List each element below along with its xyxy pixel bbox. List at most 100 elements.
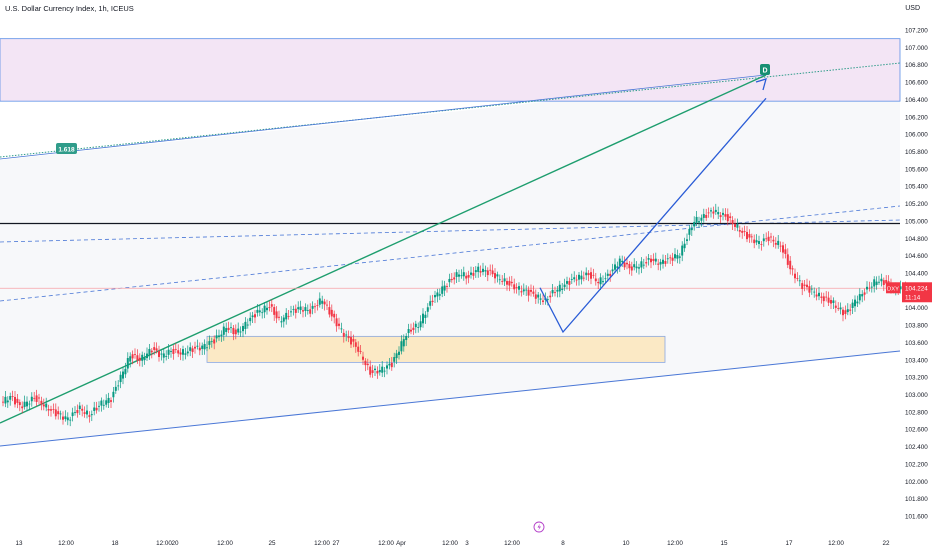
candle-body	[52, 409, 55, 410]
candle-body	[532, 291, 535, 294]
y-tick-label: 102.800	[905, 409, 928, 416]
candle-body	[854, 299, 856, 307]
y-tick-label: 106.000	[905, 132, 928, 139]
candle-body	[899, 286, 902, 290]
candle-body	[66, 417, 69, 421]
candle-body	[455, 272, 458, 277]
candle-body	[294, 308, 297, 313]
candle-body	[722, 212, 724, 215]
candle-body	[765, 238, 768, 240]
candle-body	[230, 327, 232, 329]
candle-body	[165, 356, 168, 357]
candle-body	[554, 292, 556, 294]
candle-body	[258, 310, 261, 313]
y-tick-label: 103.000	[905, 392, 928, 399]
candle-body	[148, 348, 151, 355]
price-symbol-badge	[886, 282, 900, 294]
candle-body	[698, 221, 700, 223]
candle-body	[882, 280, 885, 285]
candle-body	[402, 339, 405, 347]
candle-body	[354, 342, 357, 347]
candle-body	[738, 229, 741, 232]
candle-body	[450, 279, 453, 281]
candle-body	[616, 266, 619, 269]
candle-body	[470, 272, 472, 275]
candle-body	[654, 258, 657, 262]
y-tick-label: 106.200	[905, 114, 928, 121]
candle-body	[582, 277, 585, 279]
candle-body	[501, 281, 504, 282]
candle-body	[282, 317, 285, 322]
y-tick-label: 106.400	[905, 97, 928, 104]
candle-body	[395, 353, 398, 359]
candle-body	[825, 296, 828, 298]
candle-body	[599, 277, 602, 285]
candle-body	[774, 242, 777, 245]
y-tick-label: 105.600	[905, 166, 928, 173]
candle-body	[885, 279, 888, 284]
candle-body	[117, 385, 120, 387]
candle-body	[93, 407, 96, 411]
current-price-value: 104.224	[905, 285, 928, 292]
candle-body	[359, 351, 362, 352]
candle-body	[369, 366, 372, 375]
candle-body	[690, 228, 693, 231]
candle-body	[102, 404, 105, 406]
candle-body	[184, 353, 187, 355]
candle-body	[119, 374, 122, 383]
candle-body	[256, 309, 259, 313]
candle-body	[839, 307, 842, 310]
candle-body	[479, 271, 482, 273]
candle-body	[220, 334, 223, 337]
candle-body	[537, 294, 540, 298]
candle-body	[441, 286, 444, 294]
candle-body	[218, 335, 220, 338]
candle-body	[868, 287, 871, 289]
candle-body	[424, 314, 427, 318]
candle-body	[866, 286, 868, 290]
x-tick-label: 12:00	[378, 540, 394, 547]
candle-body	[419, 321, 422, 328]
candle-body	[417, 327, 420, 328]
target-zone	[0, 38, 901, 102]
candle-body	[710, 210, 712, 212]
candle-body	[304, 307, 307, 311]
candle-body	[786, 254, 789, 265]
candle-body	[275, 311, 278, 319]
x-tick-label: 20	[171, 540, 179, 547]
candle-body	[861, 294, 864, 297]
candle-body	[208, 341, 211, 345]
candle-body	[477, 266, 480, 272]
candle-body	[635, 266, 638, 269]
y-tick-label: 104.800	[905, 236, 928, 243]
candle-body	[112, 391, 115, 398]
candle-body	[285, 312, 288, 320]
candle-body	[167, 349, 170, 355]
candle-body	[378, 369, 381, 373]
candle-body	[714, 209, 717, 212]
candle-body	[263, 305, 266, 313]
lower-channel-line	[0, 350, 901, 447]
candle-body	[640, 261, 643, 268]
candle-body	[254, 314, 256, 318]
candle-body	[863, 292, 866, 295]
candle-body	[518, 286, 520, 290]
candle-body	[460, 275, 463, 277]
x-tick-label: 13	[15, 540, 23, 547]
candle-body	[525, 289, 528, 291]
candle-body	[743, 231, 746, 233]
fib-extension-line	[0, 62, 901, 158]
candle-body	[107, 397, 110, 403]
y-tick-label: 105.000	[905, 218, 928, 225]
candle-body	[225, 328, 228, 332]
candle-body	[830, 299, 832, 304]
candle-body	[431, 300, 434, 303]
candle-body	[131, 354, 134, 359]
candle-body	[623, 262, 626, 268]
candle-body	[201, 345, 204, 349]
candle-body	[611, 269, 614, 272]
candle-body	[50, 409, 52, 411]
candle-body	[249, 317, 252, 322]
